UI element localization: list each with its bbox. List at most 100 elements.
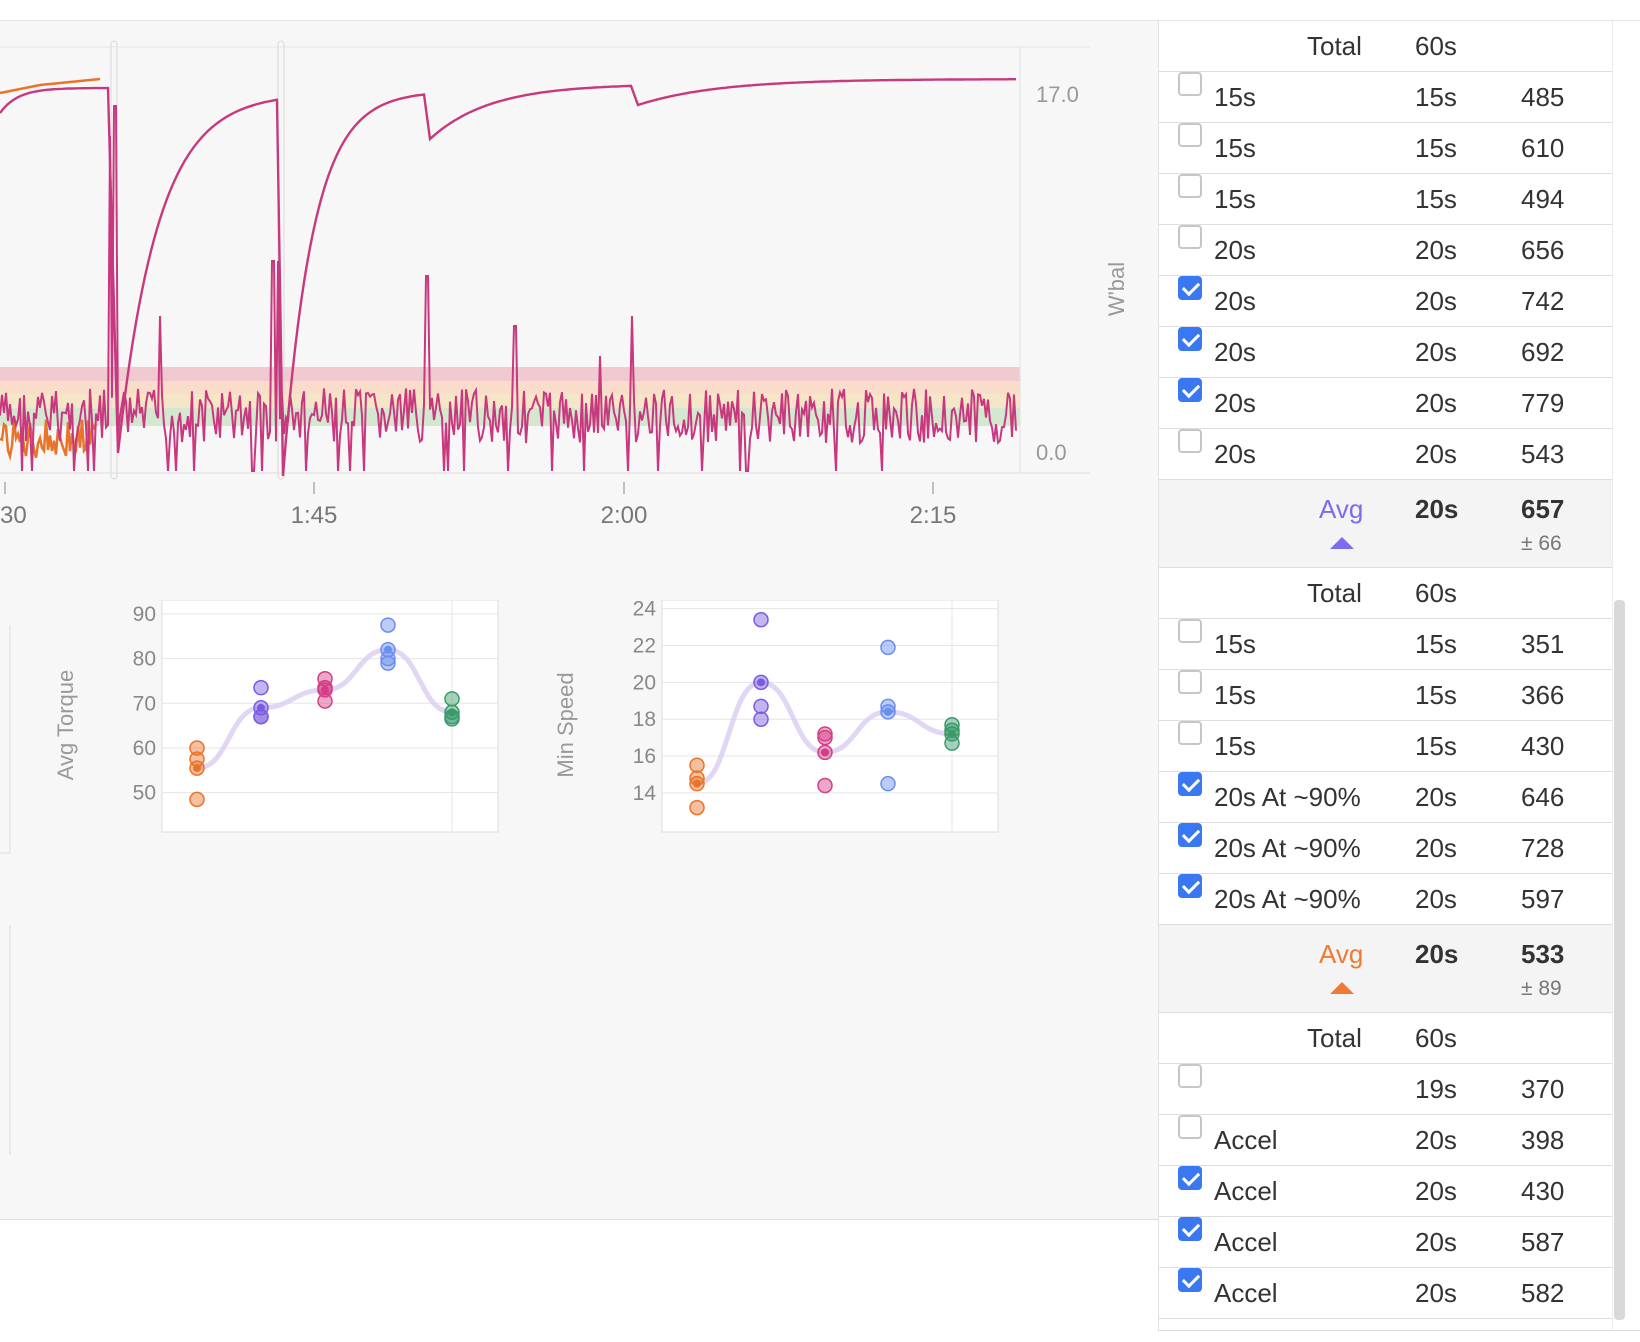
select-checkbox[interactable] bbox=[1178, 378, 1202, 402]
power-zone-band bbox=[0, 367, 1020, 381]
interval-row[interactable]: 15s 15s 366 bbox=[1159, 670, 1613, 721]
interval-name: Accel bbox=[1214, 1278, 1278, 1308]
avg-value: 657 bbox=[1521, 494, 1565, 524]
interval-row[interactable]: 15s 15s 610 bbox=[1159, 123, 1613, 174]
wbal-power-chart[interactable]: 17.0 0.0 W'bal 30 1:45 2:00 2:15 bbox=[0, 21, 1158, 541]
interval-row[interactable]: 19s 370 bbox=[1159, 1064, 1613, 1115]
interval-row[interactable]: 15s 15s 485 bbox=[1159, 72, 1613, 123]
data-point bbox=[253, 708, 269, 725]
x-tick-label: 1:45 bbox=[291, 502, 338, 529]
select-checkbox[interactable] bbox=[1178, 72, 1202, 96]
interval-value: 398 bbox=[1521, 1125, 1565, 1155]
data-point bbox=[444, 691, 460, 707]
interval-duration: 20s bbox=[1415, 884, 1457, 914]
interval-row[interactable]: Accel 20s 430 bbox=[1159, 1166, 1613, 1217]
panel-scrollbar-thumb[interactable] bbox=[1614, 600, 1625, 1320]
y-tick-label: 16 bbox=[633, 745, 656, 768]
wbal-axis-min: 0.0 bbox=[1036, 440, 1067, 465]
select-checkbox[interactable] bbox=[1178, 429, 1202, 453]
interval-duration: 20s bbox=[1415, 1125, 1457, 1155]
interval-row[interactable]: 15s 15s 351 bbox=[1159, 619, 1613, 670]
interval-row[interactable]: 20s 20s 742 bbox=[1159, 276, 1613, 327]
interval-value: 430 bbox=[1521, 1176, 1565, 1206]
select-checkbox[interactable] bbox=[1178, 327, 1202, 351]
interval-row[interactable]: 20s At ~90% 20s 597 bbox=[1159, 874, 1613, 925]
interval-name: 20s At ~90% bbox=[1214, 833, 1361, 863]
select-checkbox[interactable] bbox=[1178, 174, 1202, 198]
power-zone-band bbox=[0, 394, 1020, 408]
interval-duration: 20s bbox=[1415, 782, 1457, 812]
select-checkbox[interactable] bbox=[1178, 276, 1202, 300]
interval-name: 15s bbox=[1214, 133, 1256, 163]
interval-duration: 20s bbox=[1415, 439, 1457, 469]
partial-chart-left bbox=[0, 625, 11, 1155]
interval-rows: 15s 15s 351 15s 15s 366 15s 15s 430 20s At ~90% 20… bbox=[1159, 619, 1613, 925]
avg-value: 533 bbox=[1521, 939, 1565, 969]
interval-row[interactable]: Accel 20s 587 bbox=[1159, 1217, 1613, 1268]
select-checkbox[interactable] bbox=[1178, 772, 1202, 796]
interval-duration: 15s bbox=[1415, 82, 1457, 112]
data-point bbox=[880, 639, 896, 656]
interval-duration: 15s bbox=[1415, 680, 1457, 710]
interval-row[interactable]: 15s 15s 430 bbox=[1159, 721, 1613, 772]
interval-duration: 20s bbox=[1415, 1278, 1457, 1308]
interval-duration: 20s bbox=[1415, 286, 1457, 316]
interval-row[interactable]: 20s At ~90% 20s 728 bbox=[1159, 823, 1613, 874]
select-checkbox[interactable] bbox=[1178, 1268, 1202, 1292]
interval-value: 656 bbox=[1521, 235, 1565, 265]
select-checkbox[interactable] bbox=[1178, 619, 1202, 643]
interval-duration: 20s bbox=[1415, 1227, 1457, 1257]
select-checkbox[interactable] bbox=[1178, 1166, 1202, 1190]
interval-row[interactable]: 20s At ~90% 20s 646 bbox=[1159, 772, 1613, 823]
power-zone-band bbox=[0, 408, 1020, 426]
mean-point bbox=[948, 729, 956, 738]
select-checkbox[interactable] bbox=[1178, 721, 1202, 745]
data-point bbox=[189, 791, 205, 808]
data-point bbox=[380, 617, 396, 633]
torque-y-axis-label: Avg Torque bbox=[53, 670, 78, 781]
select-checkbox[interactable] bbox=[1178, 123, 1202, 147]
interval-duration: 15s bbox=[1415, 133, 1457, 163]
interval-duration: 19s bbox=[1415, 1074, 1457, 1104]
interval-value: 351 bbox=[1521, 629, 1565, 659]
select-checkbox[interactable] bbox=[1178, 670, 1202, 694]
interval-name: 20s At ~90% bbox=[1214, 884, 1361, 914]
interval-row[interactable]: 20s 20s 656 bbox=[1159, 225, 1613, 276]
triangle-up-icon[interactable] bbox=[1330, 982, 1354, 994]
total-label: Total bbox=[1307, 31, 1362, 61]
interval-row[interactable]: Accel 20s 582 bbox=[1159, 1268, 1613, 1319]
min-speed-chart[interactable]: Min Speed 24 22 20 18 16 14 bbox=[540, 600, 1030, 870]
wbal-axis-label: W'bal bbox=[1104, 262, 1129, 316]
select-checkbox[interactable] bbox=[1178, 823, 1202, 847]
group-total-row: Total 60s bbox=[1159, 21, 1613, 72]
data-point bbox=[689, 757, 705, 774]
select-checkbox[interactable] bbox=[1178, 225, 1202, 249]
avg-std-dev: ± 89 bbox=[1521, 977, 1562, 1000]
interval-value: 779 bbox=[1521, 388, 1565, 418]
interval-name: 20s bbox=[1214, 388, 1256, 418]
data-point bbox=[880, 775, 896, 792]
interval-marker bbox=[277, 40, 285, 480]
data-point bbox=[753, 611, 769, 628]
plot-area bbox=[161, 600, 499, 833]
interval-row[interactable]: 20s 20s 779 bbox=[1159, 378, 1613, 429]
interval-row[interactable]: 15s 15s 494 bbox=[1159, 174, 1613, 225]
power-zone-bands bbox=[0, 367, 1020, 426]
data-point bbox=[380, 655, 396, 671]
avg-torque-chart[interactable]: Avg Torque 90 80 70 60 50 bbox=[40, 600, 530, 870]
triangle-up-icon[interactable] bbox=[1330, 537, 1354, 549]
select-checkbox[interactable] bbox=[1178, 1115, 1202, 1139]
interval-row[interactable]: 20s 20s 692 bbox=[1159, 327, 1613, 378]
mean-point bbox=[693, 779, 701, 788]
y-tick-label: 60 bbox=[133, 737, 156, 760]
mean-point bbox=[321, 685, 329, 694]
x-tick-label: 2:00 bbox=[601, 502, 648, 529]
intervals-panel: Total 60s 15s 15s 485 15s 15s 610 15s 15s 494 20s… bbox=[1158, 21, 1613, 1330]
mean-point bbox=[821, 748, 829, 757]
select-checkbox[interactable] bbox=[1178, 1217, 1202, 1241]
interval-row[interactable]: 20s 20s 543 bbox=[1159, 429, 1613, 480]
select-checkbox[interactable] bbox=[1178, 874, 1202, 898]
select-checkbox[interactable] bbox=[1178, 1064, 1202, 1088]
interval-row[interactable]: Accel 20s 398 bbox=[1159, 1115, 1613, 1166]
interval-duration: 20s bbox=[1415, 1176, 1457, 1206]
